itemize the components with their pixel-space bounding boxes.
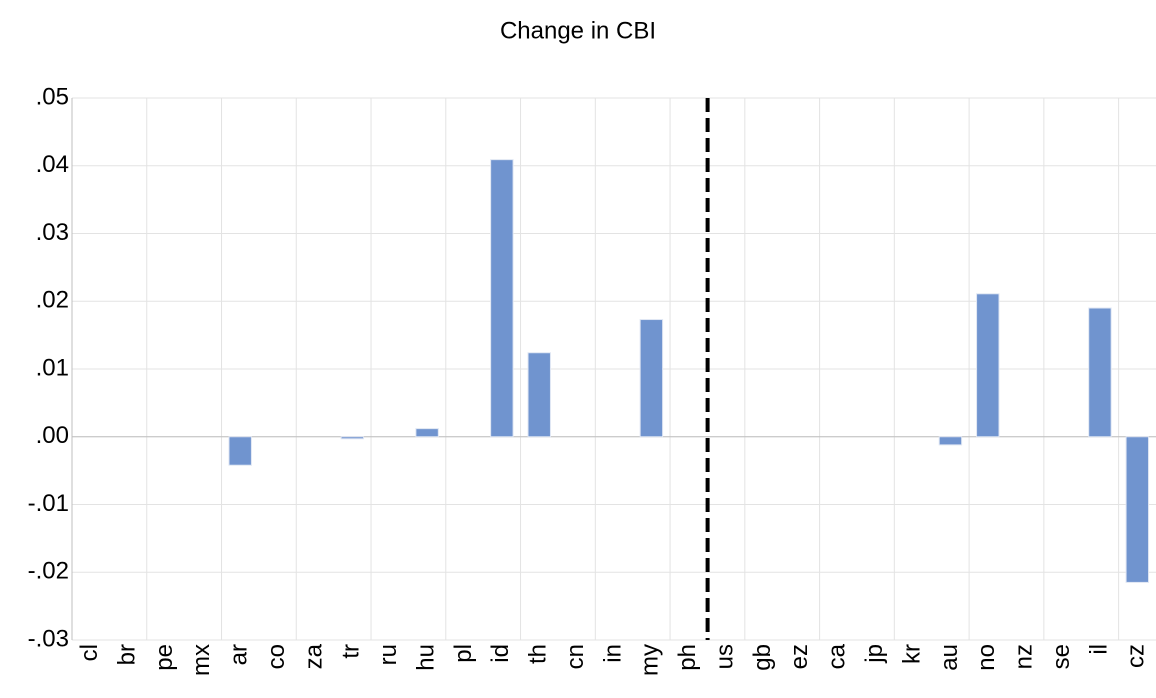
y-tick-label: .03 (36, 219, 69, 246)
y-tick-label: .02 (36, 287, 69, 314)
x-tick-label: my (637, 644, 664, 676)
x-tick-label: tr (338, 644, 365, 659)
bar (527, 352, 551, 438)
x-tick-label: id (487, 644, 514, 663)
x-tick-label: cl (76, 644, 103, 661)
x-tick-label: ru (375, 644, 402, 665)
bar (1125, 436, 1150, 583)
bar (976, 293, 1000, 438)
y-tick-label: -.01 (28, 490, 69, 517)
x-tick-label: jp (861, 644, 888, 664)
bars (228, 159, 1150, 583)
x-tick-label: in (599, 644, 626, 663)
x-tick-label: nz (1011, 644, 1038, 669)
x-tick-label: ar (226, 644, 253, 665)
x-tick-label: no (973, 644, 1000, 671)
x-tick-label: cn (562, 644, 589, 669)
bar (415, 428, 439, 438)
bar (639, 319, 664, 438)
x-tick-label: pl (450, 644, 477, 663)
x-tick-label: il (1085, 644, 1112, 655)
x-tick-label: au (936, 644, 963, 671)
x-tick-label: se (1048, 644, 1075, 669)
y-tick-label: .05 (36, 83, 69, 110)
y-tick-label: -.03 (28, 625, 69, 652)
x-tick-label: th (525, 644, 552, 664)
x-tick-label: br (113, 644, 140, 665)
grid (71, 97, 1156, 641)
x-tick-label: ez (786, 644, 813, 669)
chart-title: Change in CBI (500, 17, 656, 44)
x-tick-label: us (711, 644, 738, 669)
x-tick-label: hu (412, 644, 439, 671)
y-tick-label: .01 (36, 354, 69, 381)
bar (340, 436, 365, 440)
y-tick-label: -.02 (28, 558, 69, 585)
x-tick-label: ca (824, 643, 851, 669)
x-tick-label: co (263, 644, 290, 669)
x-tick-label: pe (151, 644, 178, 671)
bar (1088, 307, 1112, 438)
y-tick-label: .00 (36, 422, 69, 449)
x-tick-label: mx (188, 644, 215, 676)
x-tick-label: cz (1123, 644, 1150, 668)
x-tick-label: gb (749, 644, 776, 671)
bar (938, 436, 963, 446)
x-tick-label: ph (674, 644, 701, 671)
bar (490, 159, 514, 438)
y-tick-label: .04 (36, 151, 69, 178)
x-tick-label: za (300, 643, 327, 669)
x-tick-label: kr (898, 644, 925, 664)
bar (228, 436, 252, 466)
